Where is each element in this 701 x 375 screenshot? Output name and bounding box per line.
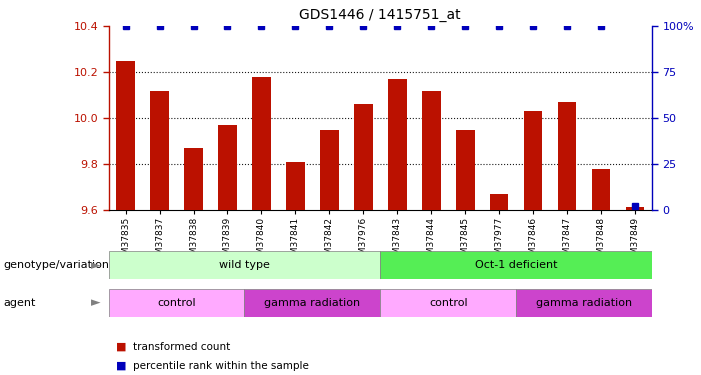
Bar	[524, 111, 543, 210]
Bar	[150, 91, 169, 210]
Bar	[245, 289, 381, 317]
Bar	[286, 162, 305, 210]
Text: ►: ►	[91, 259, 101, 272]
Bar	[109, 289, 245, 317]
Bar	[320, 130, 339, 210]
Title: GDS1446 / 1415751_at: GDS1446 / 1415751_at	[299, 9, 461, 22]
Bar	[558, 102, 576, 210]
Bar	[218, 125, 237, 210]
Text: gamma radiation: gamma radiation	[536, 298, 632, 308]
Bar	[592, 169, 611, 210]
Bar	[116, 61, 135, 210]
Text: gamma radiation: gamma radiation	[264, 298, 360, 308]
Bar	[381, 289, 516, 317]
Text: ►: ►	[91, 296, 101, 309]
Bar	[381, 251, 652, 279]
Bar	[422, 91, 440, 210]
Bar	[109, 251, 381, 279]
Bar	[388, 79, 407, 210]
Text: Oct-1 deficient: Oct-1 deficient	[475, 260, 557, 270]
Bar	[490, 194, 508, 210]
Text: ■: ■	[116, 361, 126, 370]
Text: genotype/variation: genotype/variation	[4, 260, 109, 270]
Text: agent: agent	[4, 298, 36, 308]
Text: transformed count: transformed count	[133, 342, 231, 352]
Text: percentile rank within the sample: percentile rank within the sample	[133, 361, 309, 370]
Bar	[625, 207, 644, 210]
Bar	[354, 104, 373, 210]
Text: control: control	[429, 298, 468, 308]
Bar	[252, 77, 271, 210]
Text: wild type: wild type	[219, 260, 270, 270]
Text: ■: ■	[116, 342, 126, 352]
Text: control: control	[157, 298, 196, 308]
Bar	[516, 289, 652, 317]
Bar	[184, 148, 203, 210]
Bar	[456, 130, 475, 210]
